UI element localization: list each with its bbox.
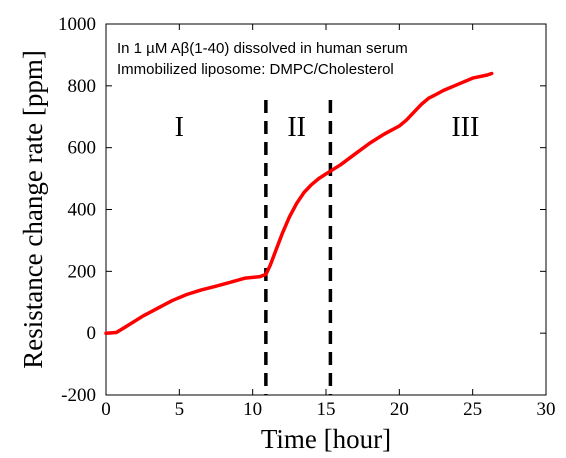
x-tick-label: 25 xyxy=(463,399,482,420)
series-line xyxy=(104,71,494,335)
phase-boundaries xyxy=(264,100,333,395)
phase-label: II xyxy=(287,112,306,143)
y-tick-label: 800 xyxy=(68,76,97,97)
x-tick-label: 15 xyxy=(317,399,336,420)
tick-marks xyxy=(105,23,547,396)
y-axis-title: Resistance change rate [ppm] xyxy=(18,50,48,369)
y-tick-label: -200 xyxy=(61,385,96,406)
y-tick-label: 1000 xyxy=(58,14,96,35)
series-layer xyxy=(104,71,494,335)
y-tick-label: 0 xyxy=(87,323,97,344)
phase-labels: I II III xyxy=(175,112,480,143)
annotation-line: Immobilized liposome: DMPC/Cholesterol xyxy=(117,61,394,78)
annotation-line: In 1 µM Aβ(1-40) dissolved in human seru… xyxy=(117,40,408,57)
y-tick-label: 600 xyxy=(68,138,97,159)
plot-frame xyxy=(105,23,547,396)
phase-label: III xyxy=(451,112,479,143)
y-tick-label: 200 xyxy=(68,261,97,282)
x-tick-label: 10 xyxy=(243,399,262,420)
phase-label: I xyxy=(175,112,184,143)
x-tick-label: 30 xyxy=(537,399,556,420)
x-tick-label: 20 xyxy=(390,399,409,420)
x-tick-label: 5 xyxy=(175,399,185,420)
annotations: In 1 µM Aβ(1-40) dissolved in human seru… xyxy=(117,40,408,78)
x-axis-title: Time [hour] xyxy=(261,424,391,453)
x-tick-label: 0 xyxy=(101,399,111,420)
y-tick-label: 400 xyxy=(68,200,97,221)
